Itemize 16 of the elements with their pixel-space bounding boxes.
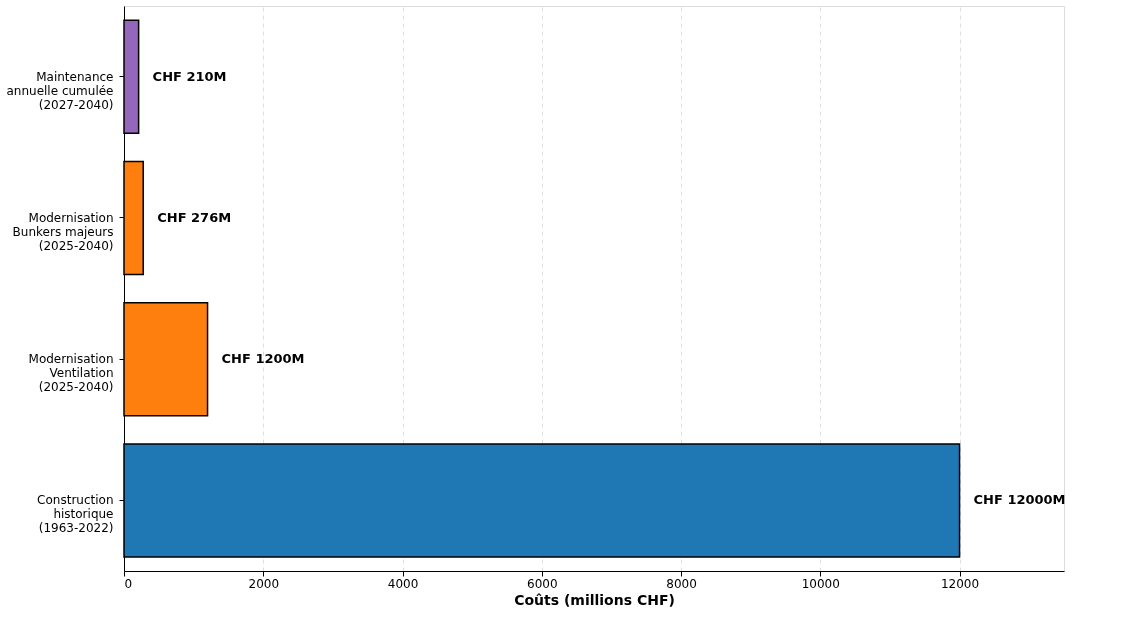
x-axis-title: Coûts (millions CHF) bbox=[514, 591, 675, 608]
x-tick-label: 6000 bbox=[527, 576, 558, 591]
x-tick-label: 8000 bbox=[666, 576, 697, 591]
data-label: CHF 12000M bbox=[973, 492, 1066, 508]
x-tick-label: 10000 bbox=[801, 576, 840, 591]
x-tick-label: 2000 bbox=[248, 576, 280, 591]
data-label: CHF 210M bbox=[152, 68, 227, 84]
data-label: CHF 276M bbox=[157, 209, 232, 225]
y-tick-label: Modernisation Bunkers majeurs (2025-2040) bbox=[12, 210, 114, 253]
x-tick-label: 0 bbox=[124, 576, 133, 591]
y-tick-label: Modernisation Ventilation (2025-2040) bbox=[28, 352, 114, 395]
x-tick-label: 12000 bbox=[940, 576, 980, 591]
y-tick-label: Construction historique (1963-2022) bbox=[37, 493, 114, 536]
y-tick-label: Maintenance annuelle cumulée (2027-2040) bbox=[6, 69, 114, 112]
data-label: CHF 1200M bbox=[221, 351, 305, 367]
x-tick-label: 4000 bbox=[387, 576, 419, 591]
